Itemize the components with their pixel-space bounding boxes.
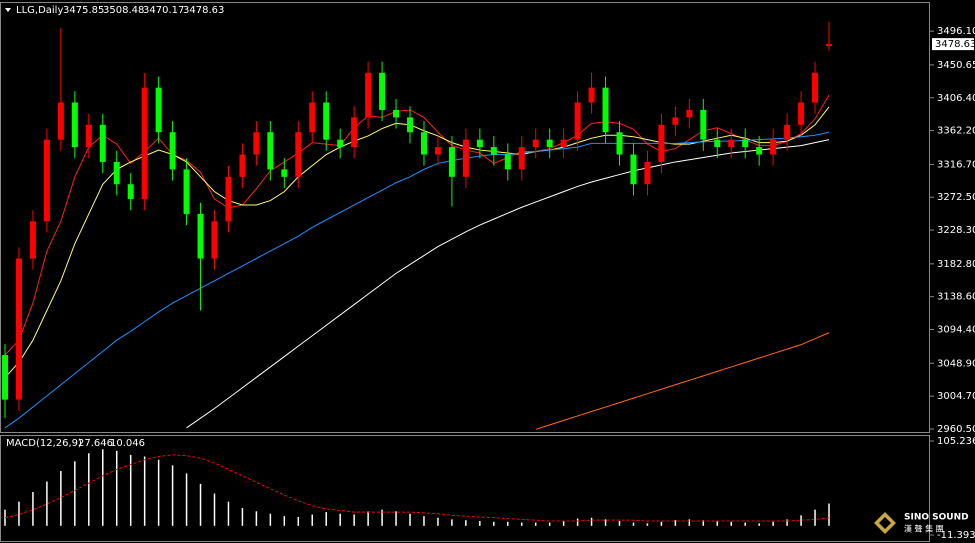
candle-body [644, 161, 651, 185]
moving-average [4, 106, 830, 378]
candle-body [588, 87, 595, 103]
candle-body [826, 44, 832, 47]
candle-body [686, 109, 693, 118]
candle-body [672, 117, 679, 125]
y-tick-label: 3004.70 [937, 391, 975, 402]
candle-body [448, 147, 455, 177]
candle-body [2, 355, 8, 400]
macd-panel [0, 435, 930, 542]
candle-body [420, 132, 427, 155]
candle-body [309, 102, 316, 133]
candle-body [239, 154, 246, 177]
moving-average [4, 131, 830, 429]
candle-body [323, 102, 330, 140]
menu-arrow [5, 8, 11, 12]
y-tick-label: 3272.50 [937, 192, 975, 203]
candle-body [295, 132, 302, 177]
candle-body [714, 139, 721, 148]
candle-body [127, 184, 134, 200]
candle-body [532, 139, 539, 148]
candle-body [29, 221, 36, 259]
header-open: 3475.85 [63, 5, 104, 16]
y-tick-label: 3406.40 [937, 93, 975, 104]
y-tick-label: 3316.70 [937, 159, 975, 170]
y-tick-label: 105.236 [937, 436, 975, 447]
candle-body [253, 132, 260, 155]
candle-body [462, 139, 469, 177]
candle-body [630, 154, 637, 185]
y-tick-label: 3450.65 [937, 60, 975, 71]
candle-body [546, 139, 553, 148]
header-high: 3508.48 [103, 5, 144, 16]
y-tick-label: 2960.50 [937, 424, 975, 435]
candle-body [211, 221, 218, 259]
moving-average [535, 332, 830, 430]
candle-body [756, 147, 763, 155]
candle-body [407, 117, 414, 133]
header-low: 3470.17 [143, 5, 184, 16]
candle-body [490, 147, 497, 155]
candle-body [365, 72, 372, 118]
logo-subtitle: 漢 聲 集 團 [904, 524, 944, 534]
last-price-label: 3478.63 [935, 39, 975, 50]
macd-value: 27.646 [78, 438, 113, 449]
y-tick-label: 3362.20 [937, 126, 975, 137]
candle-body [155, 87, 162, 133]
candle-body [183, 169, 190, 214]
candle-body [798, 102, 805, 125]
y-tick-label: 3138.60 [937, 292, 975, 303]
candle-body [99, 124, 106, 162]
candle-body [113, 161, 120, 185]
candle-body [197, 213, 204, 259]
candle-body [616, 132, 623, 155]
logo: SINO SOUND 漢 聲 集 團 [874, 512, 969, 534]
candle-body [728, 139, 735, 148]
chart-title: LLG,Daily [16, 5, 63, 16]
candle-body [602, 87, 609, 133]
y-tick-label: 3182.80 [937, 259, 975, 270]
candle-body [476, 139, 483, 148]
logo-icon-inner [879, 517, 891, 529]
candle-body [225, 176, 232, 222]
candle-body [784, 124, 791, 140]
signal-line [4, 454, 830, 522]
y-tick-label: -11.393 [937, 530, 975, 541]
candle-body [351, 117, 358, 148]
candle-body [504, 154, 511, 170]
candle-body [43, 139, 50, 222]
candle-body [658, 124, 665, 162]
candle-body [281, 169, 288, 177]
candle-body [812, 72, 819, 103]
candle-body [379, 72, 386, 110]
candle-body [574, 102, 581, 140]
candle-body [57, 102, 64, 140]
candle-body [770, 139, 777, 155]
price-panel [0, 2, 930, 433]
moving-average [186, 139, 830, 429]
signal-value: 10.046 [110, 438, 145, 449]
candle-body [393, 109, 400, 118]
candle-body [71, 102, 78, 148]
header-close: 3478.63 [183, 5, 224, 16]
y-tick-label: 3496.10 [937, 26, 975, 37]
last-price-box [932, 38, 974, 51]
candle-body [141, 87, 148, 200]
y-tick-label: 3094.40 [937, 325, 975, 336]
candle-body [267, 132, 274, 170]
candle-body [700, 109, 707, 140]
candle-body [169, 132, 176, 170]
candle-body [337, 139, 344, 148]
candle-body [518, 147, 525, 170]
candle-body [742, 139, 749, 148]
y-tick-label: 3048.90 [937, 358, 975, 369]
y-tick-label: 3228.30 [937, 225, 975, 236]
macd-title: MACD(12,26,9) [6, 438, 82, 449]
candle-body [434, 147, 441, 155]
candle-body [560, 139, 567, 148]
logo-name: SINO SOUND [904, 513, 969, 523]
candle-body [85, 124, 92, 148]
candle-body [15, 258, 22, 400]
